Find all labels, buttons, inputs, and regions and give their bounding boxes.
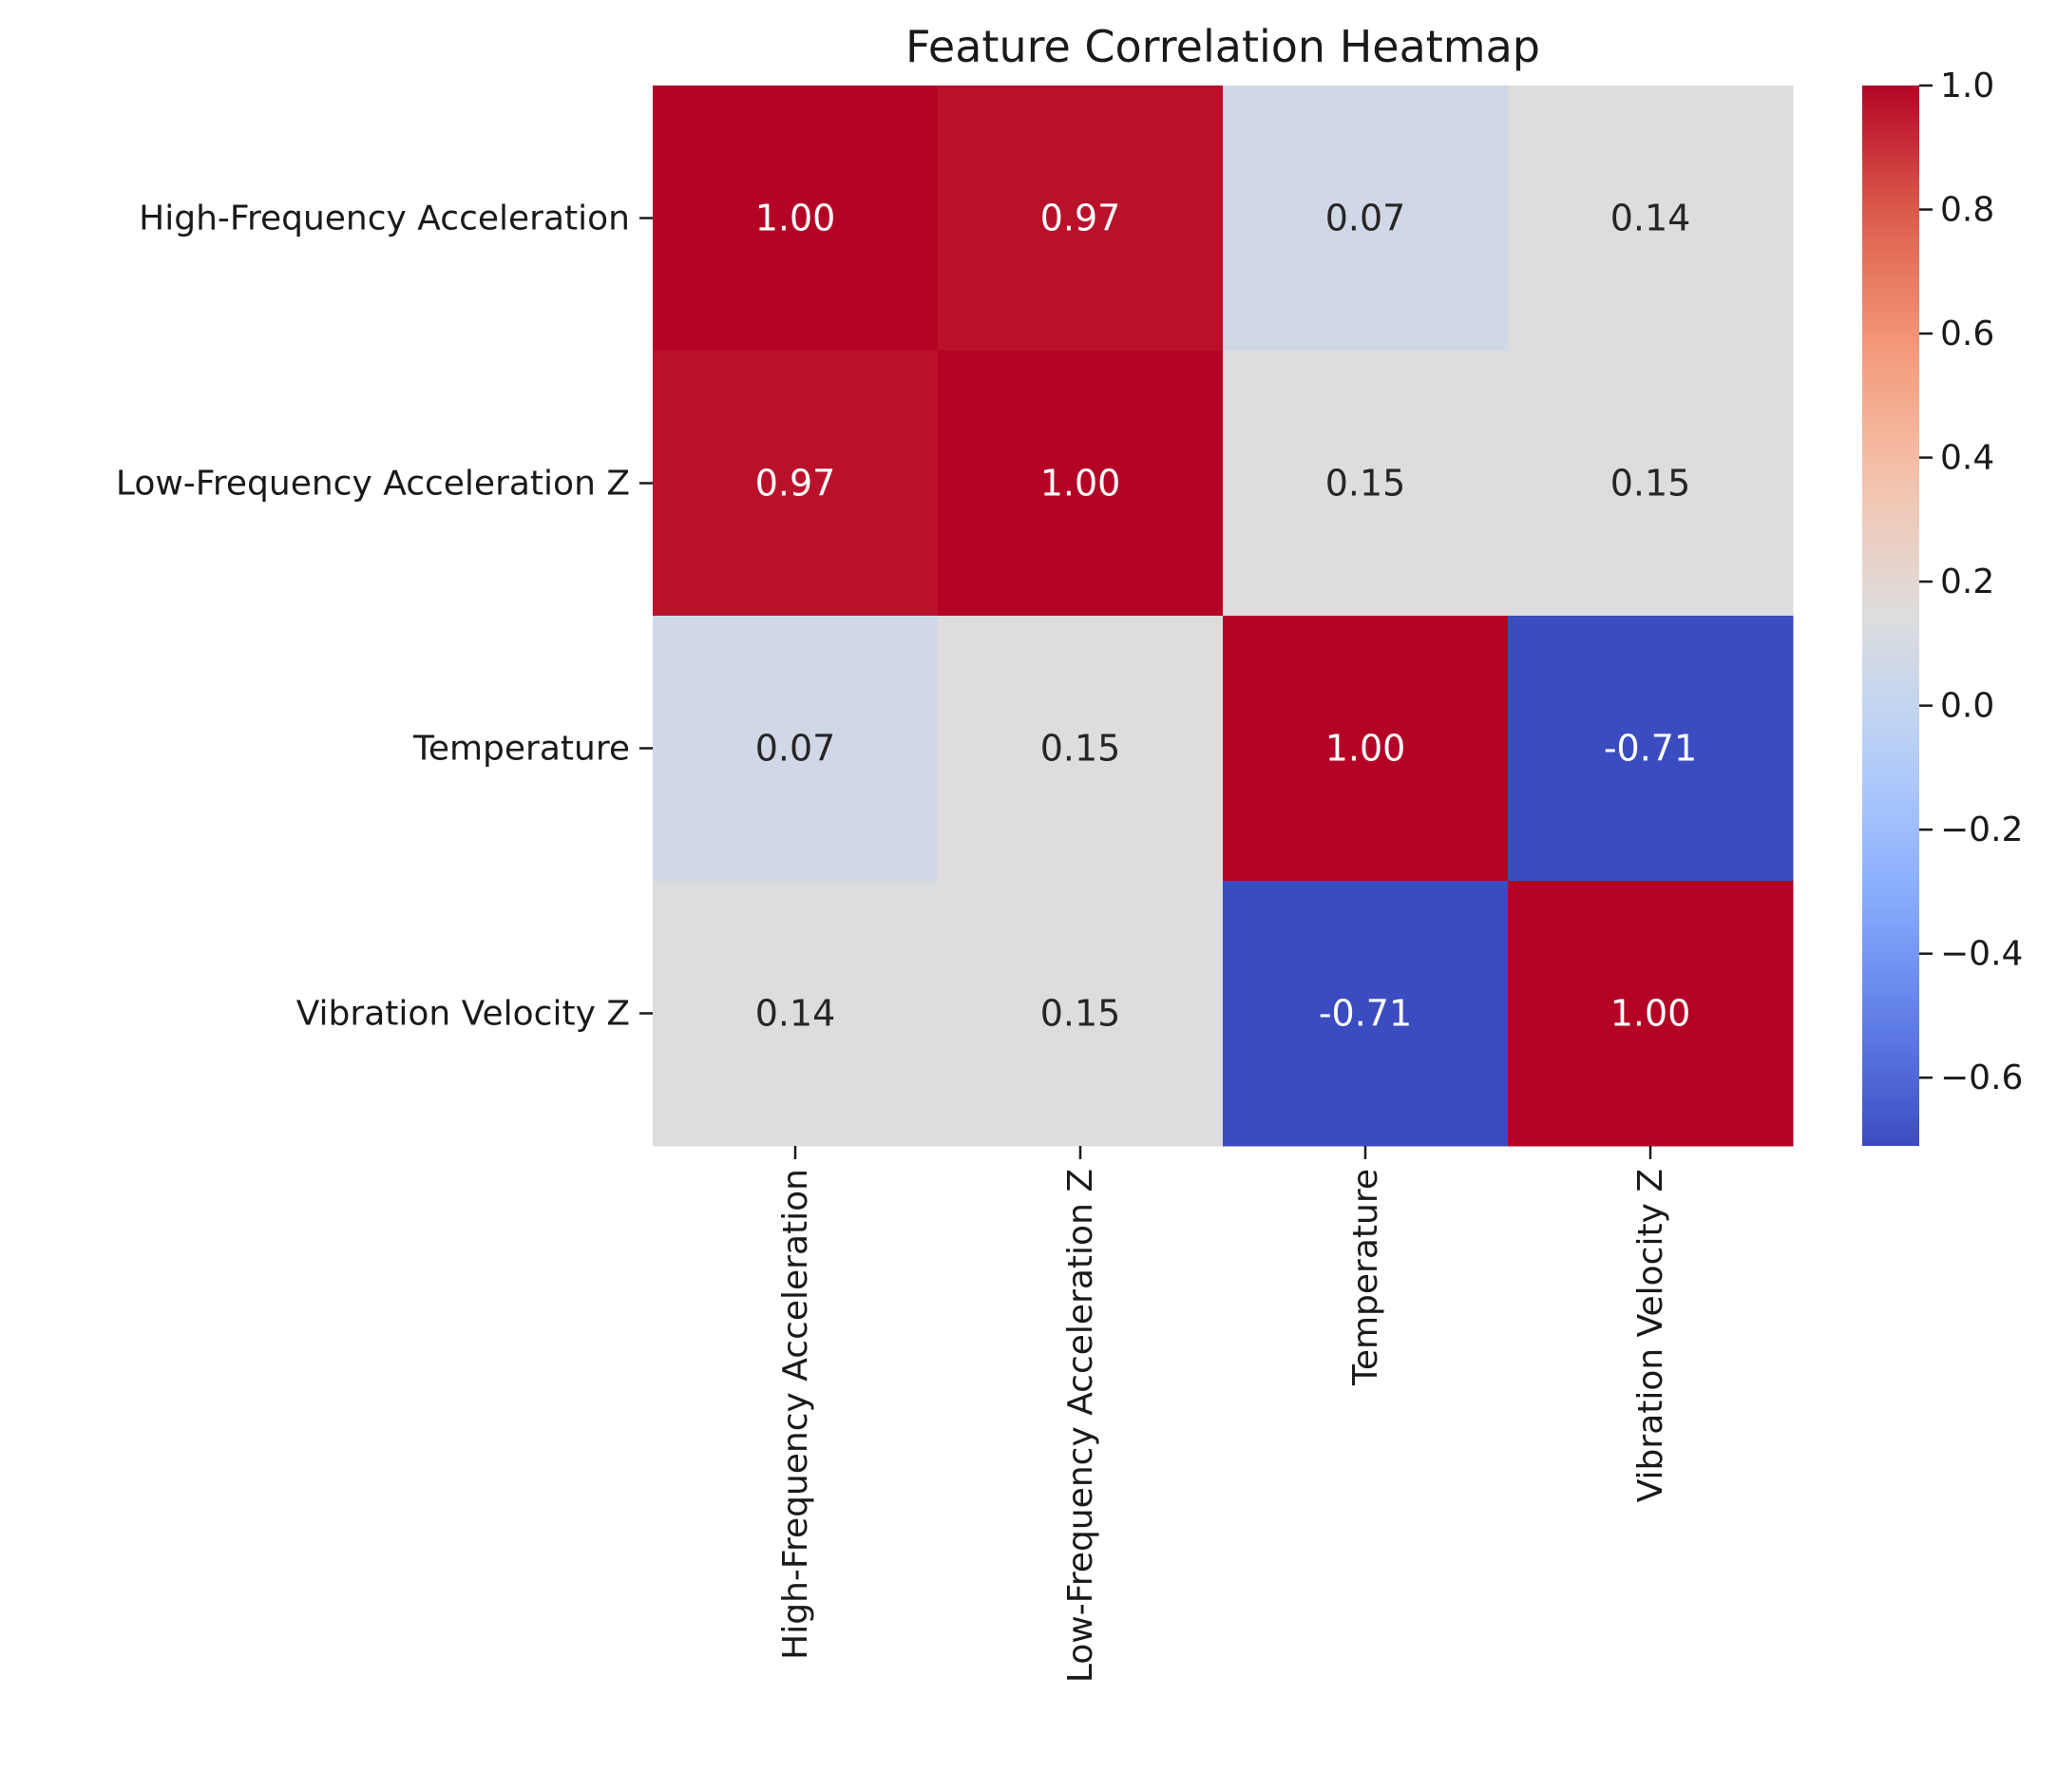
- heatmap-cell: [1508, 351, 1794, 617]
- cell-annotation: 0.15: [1610, 463, 1691, 505]
- heatmap-cell: [1223, 351, 1509, 617]
- cell-annotation: 0.07: [755, 728, 836, 770]
- colorbar-tick-label: 0.8: [1940, 191, 1994, 230]
- cell-annotation: 1.00: [1610, 993, 1691, 1035]
- x-tick-label: High-Frequency Acceleration: [776, 1169, 815, 1660]
- y-tick-label: Temperature: [412, 730, 630, 769]
- colorbar-tick-label: −0.4: [1940, 935, 2023, 974]
- cell-annotation: 1.00: [755, 198, 836, 239]
- heatmap-cell: [653, 86, 939, 352]
- heatmap-cell: [1223, 86, 1509, 352]
- chart-title: Feature Correlation Heatmap: [905, 21, 1540, 72]
- heatmap-cell: [1223, 881, 1509, 1147]
- y-axis: High-Frequency Acceleration Low-Frequency…: [116, 200, 653, 1034]
- cell-annotation: 0.14: [755, 993, 836, 1035]
- y-tick-label: High-Frequency Acceleration: [139, 200, 630, 238]
- heatmap-cell: [1508, 881, 1794, 1147]
- heatmap-cell: [653, 616, 939, 882]
- heatmap-cell: [938, 351, 1224, 617]
- heatmap-cell: [1508, 86, 1794, 352]
- cell-annotation: -0.71: [1604, 728, 1697, 770]
- colorbar-tick-label: 0.4: [1940, 439, 1994, 478]
- heatmap-cell: [938, 616, 1224, 882]
- cell-annotation: 1.00: [1325, 728, 1406, 770]
- y-tick-label: Vibration Velocity Z: [296, 995, 630, 1034]
- colorbar-tick-label: 0.2: [1940, 562, 1994, 601]
- cell-annotation: 0.97: [1040, 198, 1121, 239]
- cell-annotation: 0.15: [1040, 993, 1121, 1035]
- heatmap-cell: [653, 351, 939, 617]
- cell-annotation: 0.14: [1610, 198, 1691, 239]
- cell-annotation: 0.15: [1040, 728, 1121, 770]
- heatmap-cell: [1508, 616, 1794, 882]
- cell-annotation: -0.71: [1319, 993, 1412, 1035]
- heatmap-cell: [1223, 616, 1509, 882]
- y-tick-label: Low-Frequency Acceleration Z: [116, 465, 630, 504]
- colorbar-tick-label: 1.0: [1940, 67, 1994, 105]
- colorbar-tick-label: −0.2: [1940, 810, 2023, 849]
- x-tick-label: Vibration Velocity Z: [1631, 1169, 1670, 1502]
- heatmap-cell: [938, 881, 1224, 1147]
- x-tick-label: Low-Frequency Acceleration Z: [1061, 1169, 1100, 1683]
- heatmap-cell: [653, 881, 939, 1147]
- heatmap-annotations: 1.00 0.97 0.07 0.14 0.97 1.00 0.15 0.15 0.07 0.15…: [755, 198, 1697, 1035]
- colorbar: 1.0 0.8 0.6 0.4 0.2 0.0 −0.2 −0.4 −0.6: [1862, 67, 2023, 1146]
- cell-annotation: 1.00: [1040, 463, 1121, 505]
- heatmap-cells: [653, 86, 1794, 1147]
- x-axis: High-Frequency Acceleration Low-Frequency…: [776, 1146, 1670, 1683]
- colorbar-tick-label: 0.0: [1940, 687, 1994, 726]
- cell-annotation: 0.97: [755, 463, 836, 505]
- colorbar-tick-label: 0.6: [1940, 315, 1994, 353]
- cell-annotation: 0.15: [1325, 463, 1406, 505]
- heatmap-cell: [938, 86, 1224, 352]
- x-tick-label: Temperature: [1346, 1169, 1385, 1386]
- cell-annotation: 0.07: [1325, 198, 1406, 239]
- colorbar-tick-label: −0.6: [1940, 1058, 2023, 1097]
- colorbar-bar: [1862, 86, 1919, 1146]
